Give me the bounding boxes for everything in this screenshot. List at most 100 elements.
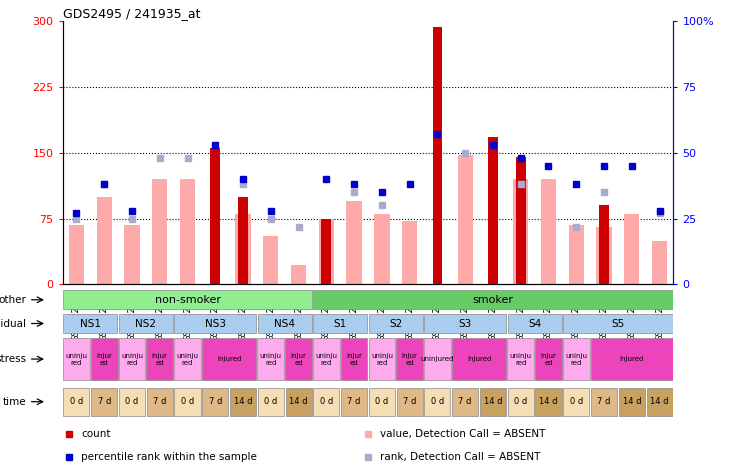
Bar [63,338,90,380]
Bar [68,225,84,284]
Bar [347,201,362,284]
Bar [396,338,423,380]
Bar [258,388,284,416]
Bar [369,388,395,416]
Bar [535,338,562,380]
Bar [397,388,422,416]
Bar [146,338,173,380]
Bar [314,314,367,333]
Bar [619,388,645,416]
Bar [314,290,673,310]
Bar [202,338,256,380]
Text: uninju
red: uninju red [66,353,88,365]
Text: 7 d: 7 d [153,397,166,406]
Bar [202,388,228,416]
Bar [152,179,167,284]
Text: 7 d: 7 d [598,397,611,406]
Text: S1: S1 [333,319,347,328]
Bar [452,388,478,416]
Text: uninju
red: uninju red [177,353,199,365]
Bar [541,179,556,284]
Bar [96,197,112,284]
Bar [507,338,534,380]
Bar [210,148,220,284]
Text: S5: S5 [612,319,625,328]
Text: smoker: smoker [473,295,514,305]
Bar [119,314,173,333]
Text: rank, Detection Call = ABSENT: rank, Detection Call = ABSENT [381,452,541,463]
Text: NS4: NS4 [275,319,295,328]
Text: injur
ed: injur ed [152,353,168,365]
Bar [230,388,256,416]
Bar [599,206,609,284]
Bar [369,338,395,380]
Text: S2: S2 [389,319,403,328]
Bar [508,388,534,416]
Bar [146,388,173,416]
Text: 7 d: 7 d [403,397,417,406]
Bar [291,265,306,284]
Bar [563,388,590,416]
Bar [424,338,450,380]
Text: 0 d: 0 d [514,397,528,406]
Bar [174,338,201,380]
Text: injur
ed: injur ed [291,353,306,365]
Bar [258,314,311,333]
Bar [591,388,617,416]
Bar [433,27,442,284]
Text: 14 d: 14 d [289,397,308,406]
Bar [91,338,118,380]
Bar [591,338,673,380]
Text: 14 d: 14 d [234,397,252,406]
Bar [238,197,248,284]
Text: S3: S3 [459,319,472,328]
Bar [425,388,450,416]
Bar [341,388,367,416]
Text: S4: S4 [528,319,541,328]
Text: 0 d: 0 d [125,397,138,406]
Text: value, Detection Call = ABSENT: value, Detection Call = ABSENT [381,428,545,439]
Bar [652,241,668,284]
Text: uninju
red: uninju red [315,353,337,365]
Bar [118,338,145,380]
Text: injur
ed: injur ed [96,353,112,365]
Bar [624,214,640,284]
Bar [63,388,90,416]
Text: uninju
red: uninju red [510,353,531,365]
Bar [322,219,331,284]
Bar [563,338,590,380]
Bar [516,157,526,284]
Bar [63,290,311,310]
Text: 14 d: 14 d [484,397,502,406]
Text: 14 d: 14 d [651,397,669,406]
Text: 7 d: 7 d [98,397,111,406]
Text: other: other [0,295,26,305]
Text: uninju
red: uninju red [371,353,393,365]
Bar [180,179,195,284]
Text: uninju
red: uninju red [565,353,587,365]
Text: injured: injured [620,356,644,362]
Bar [425,314,506,333]
Text: uninju
red: uninju red [260,353,282,365]
Bar [263,236,278,284]
Text: GDS2495 / 241935_at: GDS2495 / 241935_at [63,7,200,20]
Text: 0 d: 0 d [375,397,389,406]
Bar [646,388,673,416]
Bar [563,314,673,333]
Text: injur
ed: injur ed [540,353,556,365]
Bar [119,388,145,416]
Bar [596,228,612,284]
Text: 14 d: 14 d [539,397,558,406]
Bar [286,388,311,416]
Text: NS1: NS1 [79,319,101,328]
Bar [374,214,389,284]
Bar [480,388,506,416]
Text: percentile rank within the sample: percentile rank within the sample [81,452,257,463]
Bar [314,388,339,416]
Bar [341,338,367,380]
Bar [508,314,562,333]
Text: 0 d: 0 d [181,397,194,406]
Bar [63,314,117,333]
Text: injured: injured [217,356,241,362]
Text: injured: injured [467,356,491,362]
